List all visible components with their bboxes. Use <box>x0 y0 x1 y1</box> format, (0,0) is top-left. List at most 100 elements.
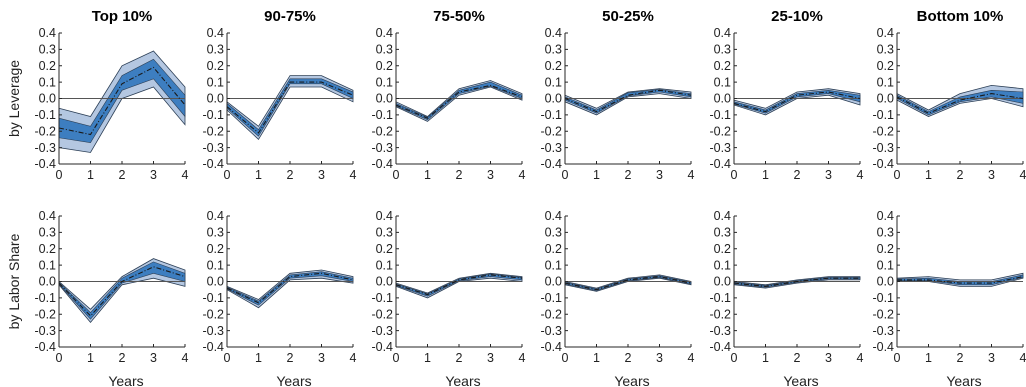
x-tick-label: 3 <box>825 351 832 365</box>
y-tick-label: -0.1 <box>540 108 562 122</box>
y-tick-label: 0.1 <box>376 75 393 89</box>
y-tick-label: -0.4 <box>202 157 224 171</box>
y-tick-label: 0.2 <box>714 59 731 73</box>
x-tick-label: 4 <box>519 351 526 365</box>
y-tick-label: -0.2 <box>34 124 56 138</box>
y-tick-label: -0.4 <box>371 340 393 354</box>
inner-confidence-band <box>733 89 861 114</box>
y-tick-label: 0.1 <box>39 258 56 272</box>
inner-confidence-band <box>733 277 861 288</box>
x-tick-label: 3 <box>656 351 663 365</box>
y-tick-label: -0.2 <box>34 307 56 321</box>
x-tick-label: 2 <box>119 351 126 365</box>
y-tick-label: 0.0 <box>39 92 56 106</box>
panel: 0.4 0.3 0.2 0.1 0.0 -0.1 -0.2 -0.3 -0.40 1 2 3 4 <box>540 26 694 182</box>
panel: 0.4 0.3 0.2 0.1 0.0 -0.1 -0.2 -0.3 -0.40 1 2 3 4 <box>371 26 525 182</box>
y-tick-label: 0.3 <box>39 43 56 57</box>
panel: 0.4 0.3 0.2 0.1 0.0 -0.1 -0.2 -0.3 -0.40 1 2 3 4 <box>872 26 1026 182</box>
x-tick-label: 1 <box>87 168 94 182</box>
y-tick-label: 0.0 <box>376 92 393 106</box>
y-tick-label: -0.4 <box>202 340 224 354</box>
panel: 0.4 0.3 0.2 0.1 0.0 -0.1 -0.2 -0.3 -0.40 1 2 3 4 <box>709 26 863 182</box>
outer-confidence-band <box>58 258 186 324</box>
y-tick-label: -0.3 <box>371 141 393 155</box>
y-tick-label: 0.3 <box>545 43 562 57</box>
median-line <box>733 277 860 287</box>
y-tick-label: -0.4 <box>709 157 731 171</box>
y-tick-label: -0.2 <box>872 307 894 321</box>
inner-confidence-band <box>896 274 1024 286</box>
x-tick-label: 1 <box>424 351 431 365</box>
y-tick-label: 0.3 <box>877 226 894 240</box>
y-tick-label: -0.3 <box>202 324 224 338</box>
x-tick-label: 1 <box>87 351 94 365</box>
y-tick-label: -0.3 <box>371 324 393 338</box>
x-tick-label: 2 <box>625 351 632 365</box>
y-tick-label: -0.2 <box>371 124 393 138</box>
y-tick-label: 0.0 <box>207 275 224 289</box>
y-tick-label: -0.1 <box>371 108 393 122</box>
y-tick-label: -0.3 <box>872 141 894 155</box>
y-tick-label: 0.3 <box>714 43 731 57</box>
x-tick-label: 3 <box>150 351 157 365</box>
x-tick-label: 1 <box>925 351 932 365</box>
panel: 0.4 0.3 0.2 0.1 0.0 -0.1 -0.2 -0.3 -0.40 1 2 3 4 Year… <box>371 209 525 387</box>
x-tick-label: 4 <box>1020 351 1026 365</box>
y-tick-label: 0.1 <box>877 75 894 89</box>
x-axis-label: Years <box>614 373 649 387</box>
x-tick-label: 1 <box>593 168 600 182</box>
y-tick-label: 0.1 <box>39 75 56 89</box>
panel: 0.4 0.3 0.2 0.1 0.0 -0.1 -0.2 -0.3 -0.40 1 2 3 4 Year… <box>872 209 1026 387</box>
y-tick-label: 0.3 <box>207 226 224 240</box>
x-tick-label: 4 <box>688 168 695 182</box>
y-tick-label: 0.4 <box>714 26 731 40</box>
y-tick-label: 0.1 <box>877 258 894 272</box>
x-tick-label: 2 <box>957 168 964 182</box>
x-tick-label: 3 <box>656 168 663 182</box>
y-tick-label: 0.0 <box>877 92 894 106</box>
y-tick-label: 0.3 <box>376 226 393 240</box>
y-tick-label: 0.1 <box>376 258 393 272</box>
y-tick-label: -0.2 <box>709 307 731 321</box>
y-tick-label: 0.2 <box>207 242 224 256</box>
y-tick-label: -0.1 <box>371 291 393 305</box>
x-tick-label: 3 <box>318 351 325 365</box>
panel: 0.4 0.3 0.2 0.1 0.0 -0.1 -0.2 -0.3 -0.40 1 2 3 4 <box>202 26 356 182</box>
inner-confidence-band <box>395 273 523 297</box>
x-tick-label: 0 <box>224 351 231 365</box>
median-line <box>395 274 523 296</box>
y-tick-label: -0.1 <box>34 291 56 305</box>
y-tick-label: 0.0 <box>545 92 562 106</box>
x-tick-label: 4 <box>519 168 526 182</box>
row-ylabel: by Leverage <box>6 60 22 137</box>
y-tick-label: 0.3 <box>376 43 393 57</box>
y-tick-label: 0.0 <box>39 275 56 289</box>
y-tick-label: -0.2 <box>202 124 224 138</box>
y-tick-label: 0.0 <box>376 275 393 289</box>
y-tick-label: 0.1 <box>545 258 562 272</box>
y-tick-label: -0.1 <box>540 291 562 305</box>
x-tick-label: 1 <box>255 351 262 365</box>
x-tick-label: 4 <box>857 351 864 365</box>
panel: 0.4 0.3 0.2 0.1 0.0 -0.1 -0.2 -0.3 -0.40 1 2 3 4 Year… <box>34 209 188 387</box>
y-tick-label: 0.0 <box>877 275 894 289</box>
x-tick-label: 1 <box>593 351 600 365</box>
y-tick-label: -0.4 <box>34 340 56 354</box>
y-tick-label: 0.4 <box>714 209 731 223</box>
panel-grid: Top 10% 90-75% 75-50% 50-25% 25-10% Bottom 10… <box>6 8 1026 387</box>
x-tick-label: 4 <box>688 351 695 365</box>
x-tick-label: 2 <box>119 168 126 182</box>
outer-confidence-band <box>733 88 861 116</box>
median-line <box>733 91 861 113</box>
x-tick-label: 3 <box>150 168 157 182</box>
y-tick-label: 0.0 <box>545 275 562 289</box>
y-tick-label: -0.1 <box>202 291 224 305</box>
x-tick-label: 0 <box>562 351 569 365</box>
median-line <box>564 89 692 113</box>
y-tick-label: 0.3 <box>207 43 224 57</box>
y-tick-label: 0.2 <box>545 242 562 256</box>
x-tick-label: 3 <box>487 351 494 365</box>
y-tick-label: 0.2 <box>39 59 56 73</box>
y-tick-label: 0.4 <box>877 26 894 40</box>
x-tick-label: 0 <box>56 351 63 365</box>
